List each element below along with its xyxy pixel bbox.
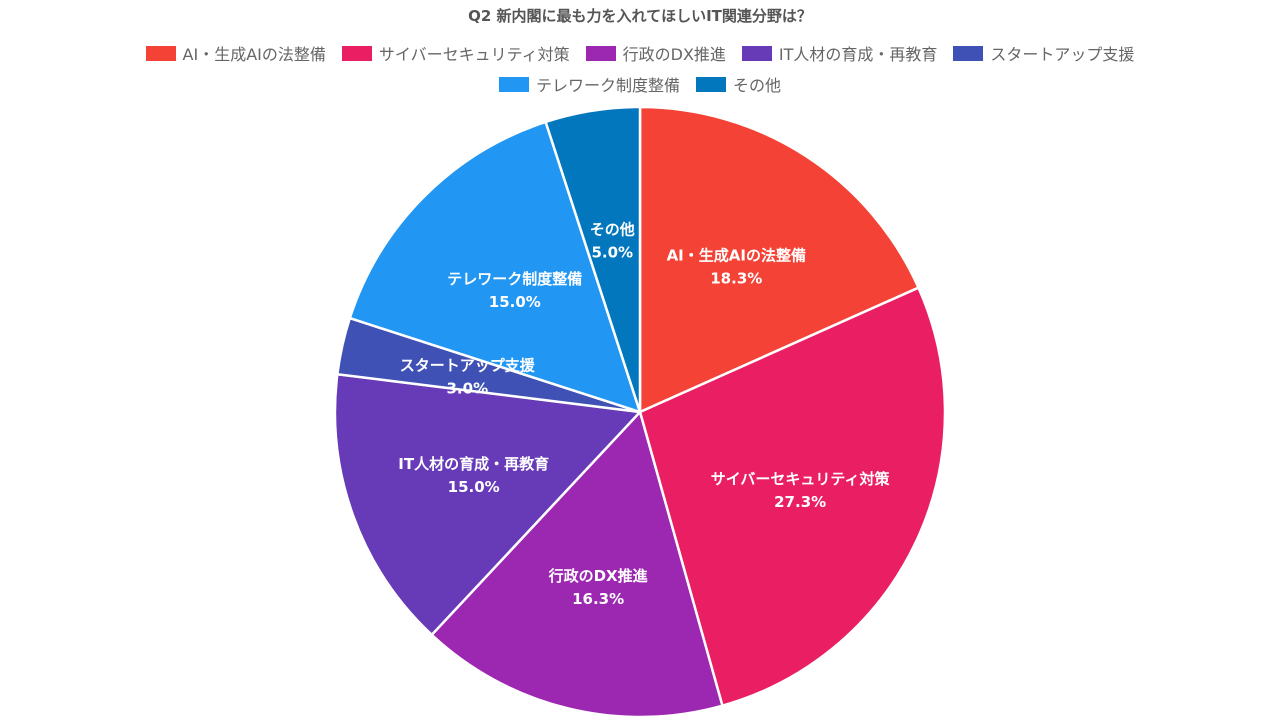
legend-label: スタートアップ支援 [990,45,1135,64]
legend-item[interactable]: スタートアップ支援 [953,41,1134,65]
pie-slice[interactable] [333,372,643,637]
slice-value-label: 5.0% [591,243,633,261]
legend-label: 行政のDX推進 [622,45,726,64]
slice-category-label: AI・生成AIの法整備 [667,247,806,265]
chart-title: Q2 新内閣に最も力を入れてほしいIT関連分野は？ [468,7,812,25]
slice-category-label: IT人材の育成・再教育 [398,455,549,473]
pie-slice[interactable] [638,286,947,708]
legend-label: IT人材の育成・再教育 [778,45,938,64]
slice-value-label: 18.3% [710,270,762,288]
legend-swatch [953,45,984,61]
slice-value-label: 16.3% [572,590,624,608]
legend-swatch [585,45,616,61]
legend-item[interactable]: AI・生成AIの法整備 [145,41,326,65]
slice-category-label: サイバーセキュリティ対策 [711,470,891,488]
legend-item[interactable]: IT人材の育成・再教育 [741,41,938,65]
slice-value-label: 15.0% [448,478,500,496]
legend: AI・生成AIの法整備 サイバーセキュリティ対策 行政のDX推進 IT人材の育成・再教… [0,41,1280,65]
legend-label: その他 [733,76,782,95]
legend: テレワーク制度整備 その他 [0,72,1280,96]
pie-slice[interactable] [429,409,724,719]
legend-swatch [696,76,726,92]
legend-label: テレワーク制度整備 [535,76,680,95]
slice-category-label: 行政のDX推進 [548,567,649,585]
legend-item[interactable]: サイバーセキュリティ対策 [341,41,570,65]
pie-slice[interactable] [638,105,921,414]
legend-item[interactable]: 行政のDX推進 [585,41,726,65]
slice-category-label: その他 [590,220,635,238]
slice-category-label: スタートアップ支援 [400,357,536,375]
slice-value-label: 3.0% [447,380,489,398]
legend-swatch [741,45,772,61]
legend-label: サイバーセキュリティ対策 [378,45,570,64]
pie-slice[interactable] [348,120,642,414]
slice-value-label: 27.3% [774,493,826,511]
slice-value-label: 15.0% [489,293,541,311]
legend-label: AI・生成AIの法整備 [182,45,326,64]
legend-item[interactable]: その他 [696,72,781,96]
legend-swatch [498,76,529,92]
legend-swatch [145,45,176,61]
legend-swatch [341,45,372,61]
slice-category-label: テレワーク制度整備 [447,270,582,288]
pie-slice[interactable] [544,105,642,413]
legend-item[interactable]: テレワーク制度整備 [498,72,680,96]
